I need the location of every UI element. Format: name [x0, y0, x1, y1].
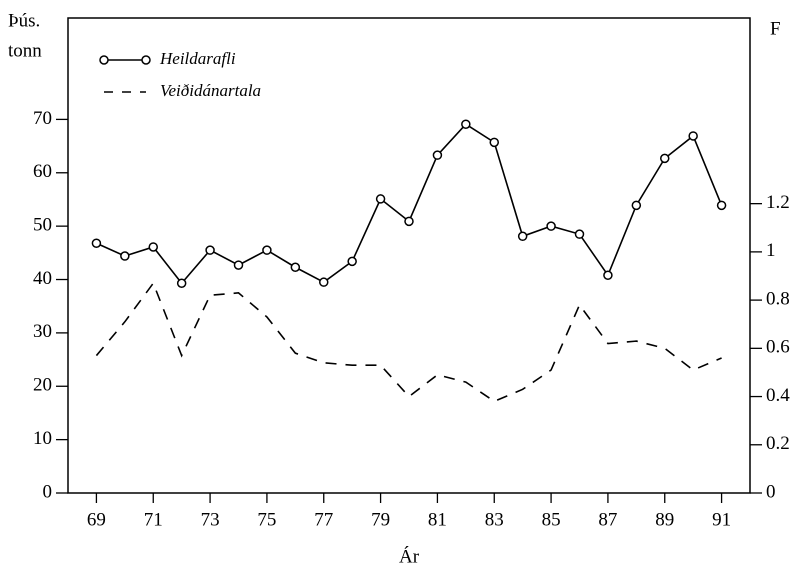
y-tick-label: 30	[33, 321, 52, 342]
series-point	[432, 150, 443, 160]
x-tick-label: 83	[485, 509, 504, 530]
plot-frame	[67, 17, 751, 494]
y-tick-label: 40	[33, 268, 52, 289]
series-point	[347, 256, 357, 267]
y2-tick-label: 0.2	[766, 433, 790, 454]
legend-label: Heildarafli	[159, 49, 236, 68]
legend-label: Veiðidánartala	[160, 81, 261, 100]
x-tick-label: 73	[201, 509, 220, 530]
x-tick-label: 85	[542, 509, 561, 530]
series-point	[233, 260, 244, 270]
series-point	[148, 242, 158, 252]
y2-axis-label: F	[770, 18, 781, 39]
y-tick-label: 20	[33, 375, 52, 396]
x-tick-label: 89	[655, 509, 674, 530]
series-point	[290, 262, 301, 272]
x-tick-label: 81	[428, 509, 447, 530]
x-axis-label: Ár	[399, 545, 420, 567]
series-point	[517, 231, 528, 242]
series-point	[319, 277, 329, 287]
y-axis-label: tonn	[8, 40, 42, 61]
x-tick-label: 79	[371, 509, 390, 530]
series-point	[660, 153, 670, 164]
x-tick-label: 75	[257, 509, 276, 530]
series-point	[205, 245, 215, 255]
series-point	[631, 200, 642, 211]
x-tick-label: 69	[87, 509, 106, 530]
y2-tick-label: 0.4	[766, 385, 790, 406]
y2-tick-label: 1	[766, 240, 776, 261]
x-tick-label: 91	[712, 509, 731, 530]
y-axis-label: Þús.	[8, 10, 40, 31]
y2-tick-label: 1.2	[766, 192, 790, 213]
legend-marker	[99, 55, 109, 65]
series-point	[574, 229, 585, 239]
y2-tick-label: 0	[766, 481, 776, 502]
x-tick-label: 77	[314, 509, 333, 530]
series-point	[375, 194, 386, 204]
y-tick-label: 0	[43, 481, 53, 502]
y2-tick-label: 0.6	[766, 337, 790, 358]
series-line	[95, 281, 722, 403]
series-point	[489, 137, 499, 148]
y2-tick-label: 0.8	[766, 288, 790, 309]
y-tick-label: 60	[33, 161, 52, 182]
x-tick-label: 87	[598, 509, 617, 530]
series-point	[91, 238, 102, 248]
series-point	[120, 251, 130, 261]
series-point	[603, 270, 613, 280]
series-point	[688, 131, 698, 141]
series-point	[716, 200, 727, 211]
series-point	[546, 221, 556, 231]
series-point	[404, 216, 414, 227]
series-point	[176, 278, 187, 289]
legend-marker	[141, 55, 151, 65]
y-tick-label: 70	[33, 108, 52, 129]
y-tick-label: 10	[33, 428, 52, 449]
series-line	[96, 123, 723, 285]
y-tick-label: 50	[33, 215, 52, 236]
series-point	[461, 119, 471, 129]
x-tick-label: 71	[144, 509, 163, 530]
series-point	[262, 245, 272, 255]
